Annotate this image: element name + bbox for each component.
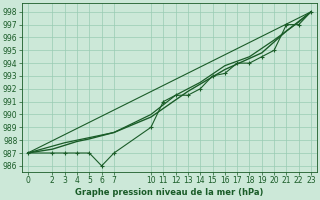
X-axis label: Graphe pression niveau de la mer (hPa): Graphe pression niveau de la mer (hPa) <box>75 188 264 197</box>
